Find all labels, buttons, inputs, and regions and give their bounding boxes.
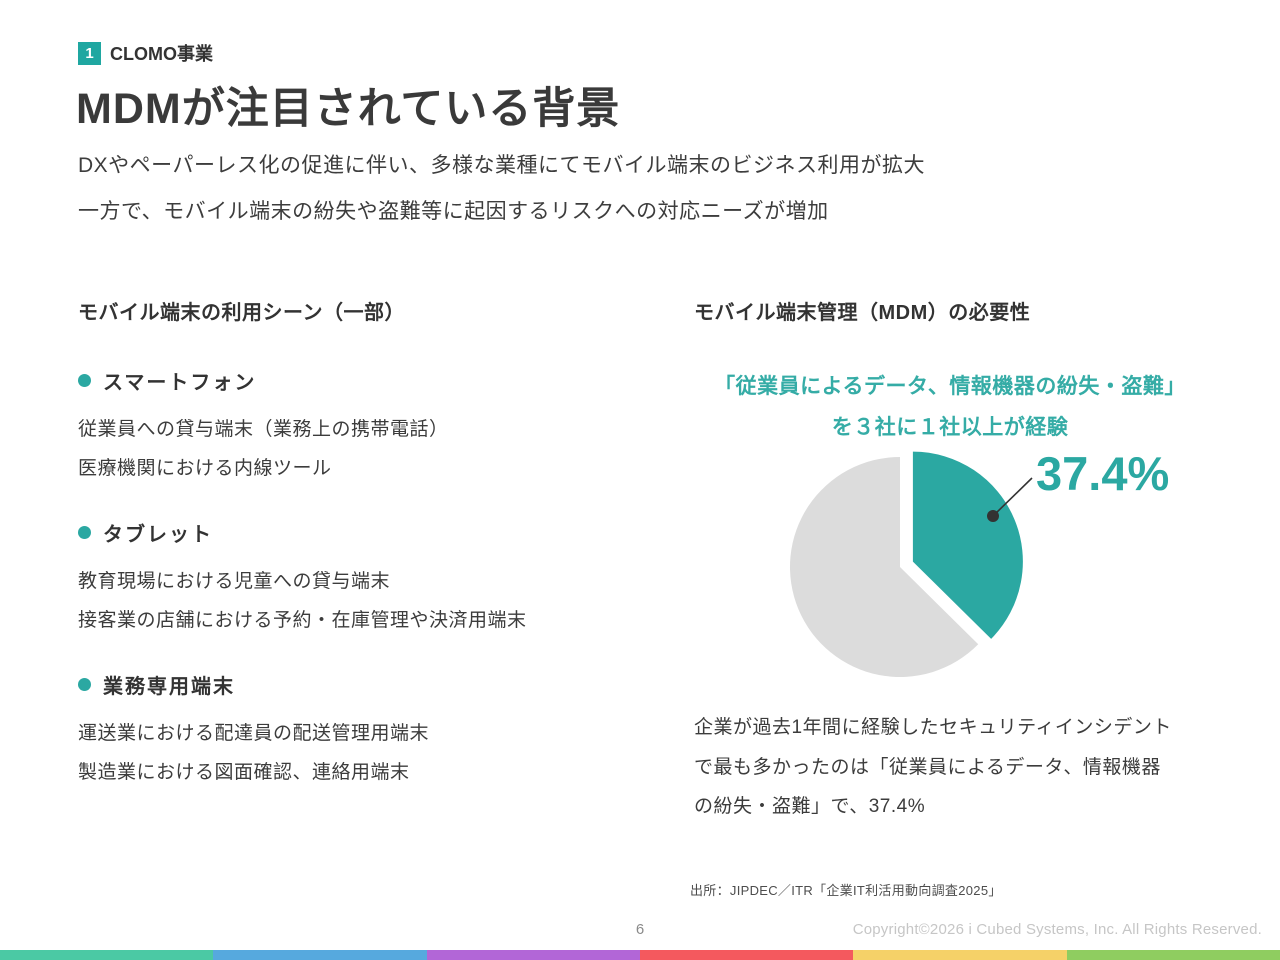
section-tablet-title: タブレット	[103, 524, 213, 546]
lead-line-2: 一方で、モバイル端末の紛失や盗難等に起因するリスクへの対応ニーズが増加	[78, 200, 829, 223]
section-badge-label: CLOMO事業	[110, 44, 213, 64]
section-badge-row: 1 CLOMO事業	[78, 40, 213, 66]
list-item: 製造業における図面確認、連絡用端末	[78, 762, 410, 783]
section-smartphone-items: 従業員への貸与端末（業務上の携帯電話） 医療機関における内線ツール	[78, 410, 618, 488]
section-smartphone-title-row: スマートフォン	[78, 366, 618, 395]
stripe-segment-purple	[426, 950, 640, 960]
pie-slice-other	[789, 457, 979, 677]
page-number: 6	[635, 921, 645, 938]
stripe-segment-teal	[0, 950, 214, 960]
highlight-line-2: を３社に１社以上が経験	[831, 416, 1069, 439]
page-title: MDMが注目されている背景	[76, 85, 621, 133]
lead-line-1: DXやペーパーレス化の促進に伴い、多様な業種にてモバイル端末のビジネス利用が拡大	[78, 154, 925, 177]
section-dedicated-device-items: 運送業における配達員の配送管理用端末 製造業における図面確認、連絡用端末	[78, 714, 618, 792]
stripe-segment-green	[1066, 950, 1280, 960]
section-number-badge: 1	[78, 41, 101, 65]
list-item: 接客業の店舗における予約・在庫管理や決済用端末	[78, 610, 527, 631]
right-panel-heading: モバイル端末管理（MDM）の必要性	[694, 302, 1031, 324]
section-smartphone-title: スマートフォン	[103, 372, 257, 394]
source-citation: 出所：JIPDEC／ITR「企業IT利活用動向調査2025」	[690, 883, 1002, 898]
highlight-statement: 「従業員によるデータ、情報機器の紛失・盗難」 を３社に１社以上が経験	[690, 366, 1210, 448]
section-tablet: タブレット 教育現場における児童への貸与端末 接客業の店舗における予約・在庫管理…	[78, 518, 618, 640]
list-item: 医療機関における内線ツール	[78, 458, 332, 479]
section-dedicated-device: 業務専用端末 運送業における配達員の配送管理用端末 製造業における図面確認、連絡…	[78, 670, 618, 792]
list-item: 従業員への貸与端末（業務上の携帯電話）	[78, 419, 449, 440]
left-panel-heading: モバイル端末の利用シーン（一部）	[78, 302, 405, 324]
section-tablet-title-row: タブレット	[78, 518, 618, 547]
highlight-line-1: 「従業員によるデータ、情報機器の紛失・盗難」	[714, 375, 1186, 398]
stripe-segment-yellow	[853, 950, 1067, 960]
section-smartphone: スマートフォン 従業員への貸与端末（業務上の携帯電話） 医療機関における内線ツー…	[78, 366, 618, 488]
caption-line-2: で最も多かったのは「従業員によるデータ、情報機器	[694, 756, 1161, 778]
list-item: 教育現場における児童への貸与端末	[78, 571, 391, 592]
lead-text: DXやペーパーレス化の促進に伴い、多様な業種にてモバイル端末のビジネス利用が拡大…	[78, 143, 925, 235]
section-dedicated-device-title: 業務専用端末	[103, 676, 235, 698]
bullet-dot-icon	[78, 526, 91, 539]
section-dedicated-device-title-row: 業務専用端末	[78, 670, 618, 699]
leader-line	[992, 477, 1033, 517]
pie-slice-incident	[912, 451, 1023, 639]
list-item: 運送業における配達員の配送管理用端末	[78, 723, 430, 744]
copyright-text: Copyright©2026 i Cubed Systems, Inc. All…	[852, 921, 1262, 938]
bullet-dot-icon	[78, 678, 91, 691]
leader-dot-icon	[987, 510, 999, 522]
caption-line-1: 企業が過去1年間に経験したセキュリティインシデント	[694, 717, 1172, 738]
brand-color-stripe	[0, 950, 1280, 960]
stripe-segment-blue	[213, 950, 427, 960]
pie-chart-svg	[789, 451, 1033, 677]
caption-line-3: の紛失・盗難」で、37.4%	[694, 796, 926, 817]
pie-data-label: 37.4%	[1036, 447, 1170, 500]
section-tablet-items: 教育現場における児童への貸与端末 接客業の店舗における予約・在庫管理や決済用端末	[78, 562, 618, 640]
pie-chart	[780, 440, 1210, 690]
chart-caption: 企業が過去1年間に経験したセキュリティインシデント で最も多かったのは「従業員に…	[694, 708, 1214, 827]
stripe-segment-red	[639, 950, 854, 960]
bullet-dot-icon	[78, 374, 91, 387]
